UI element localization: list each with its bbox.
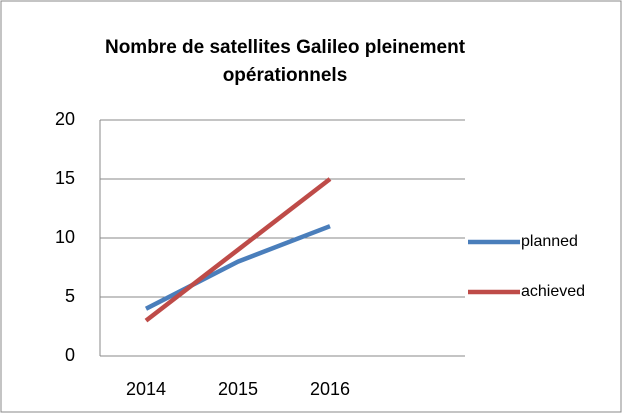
x-tick-label: 2016 xyxy=(310,379,350,399)
legend-label: planned xyxy=(521,233,578,250)
line-series xyxy=(144,224,331,311)
y-tick-label: 5 xyxy=(65,286,75,306)
y-tick-label: 15 xyxy=(55,168,75,188)
y-tick-label: 0 xyxy=(65,345,75,365)
chart-title: Nombre de satellites Galileo pleinement … xyxy=(104,37,466,86)
x-tick-label: 2015 xyxy=(218,379,258,399)
line-series xyxy=(144,177,332,323)
y-tick-label: 20 xyxy=(55,109,75,129)
legend-label: achieved xyxy=(521,283,585,300)
y-tick-label: 10 xyxy=(55,227,75,247)
x-tick-label: 2014 xyxy=(126,379,166,399)
